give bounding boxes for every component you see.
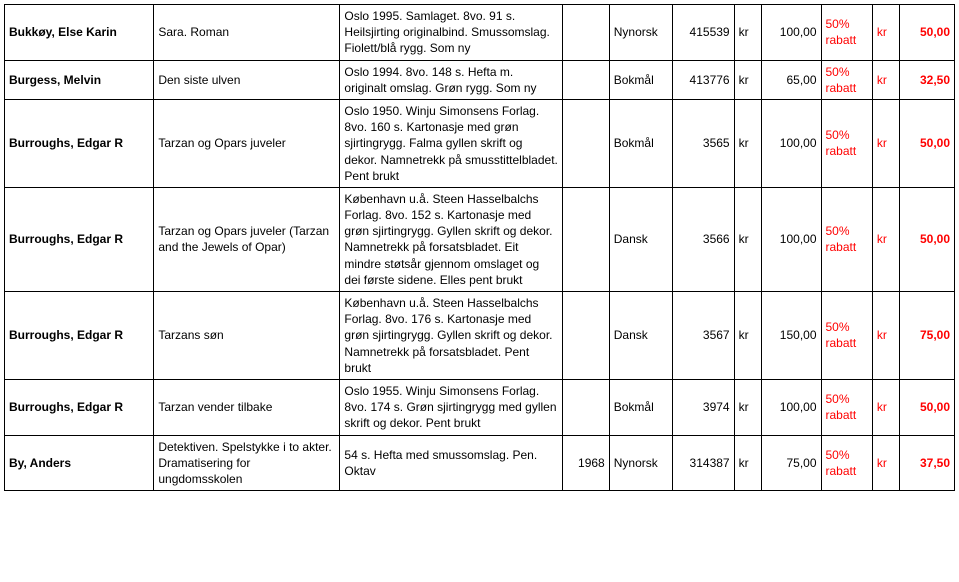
discount-cell: 50% rabatt (821, 435, 872, 491)
currency-cell: kr (872, 435, 899, 491)
id-cell: 3565 (673, 99, 734, 187)
price-cell: 100,00 (761, 187, 821, 291)
discount-cell: 50% rabatt (821, 5, 872, 61)
language-cell: Nynorsk (609, 435, 673, 491)
net-price-cell: 37,50 (899, 435, 954, 491)
id-cell: 3974 (673, 379, 734, 435)
author-cell: Bukkøy, Else Karin (5, 5, 154, 61)
description-cell: Oslo 1995. Samlaget. 8vo. 91 s. Heilsjir… (340, 5, 563, 61)
title-cell: Tarzan og Opars juveler (154, 99, 340, 187)
year-cell (563, 187, 610, 291)
currency-cell: kr (734, 379, 761, 435)
discount-cell: 50% rabatt (821, 292, 872, 380)
table-row: Burroughs, Edgar RTarzan og Opars juvele… (5, 187, 955, 291)
currency-cell: kr (872, 5, 899, 61)
currency-cell: kr (872, 292, 899, 380)
author-cell: Burroughs, Edgar R (5, 99, 154, 187)
discount-cell: 50% rabatt (821, 379, 872, 435)
author-cell: Burgess, Melvin (5, 60, 154, 99)
year-cell (563, 5, 610, 61)
year-cell (563, 379, 610, 435)
id-cell: 415539 (673, 5, 734, 61)
currency-cell: kr (734, 435, 761, 491)
book-listing-table: Bukkøy, Else KarinSara. RomanOslo 1995. … (4, 4, 955, 491)
title-cell: Tarzans søn (154, 292, 340, 380)
price-cell: 100,00 (761, 99, 821, 187)
description-cell: København u.å. Steen Hasselbalchs Forlag… (340, 292, 563, 380)
price-cell: 100,00 (761, 5, 821, 61)
net-price-cell: 50,00 (899, 5, 954, 61)
id-cell: 413776 (673, 60, 734, 99)
price-cell: 150,00 (761, 292, 821, 380)
description-cell: Oslo 1955. Winju Simonsens Forlag. 8vo. … (340, 379, 563, 435)
author-cell: Burroughs, Edgar R (5, 187, 154, 291)
description-cell: Oslo 1994. 8vo. 148 s. Hefta m. original… (340, 60, 563, 99)
language-cell: Dansk (609, 187, 673, 291)
currency-cell: kr (734, 5, 761, 61)
id-cell: 314387 (673, 435, 734, 491)
year-cell (563, 292, 610, 380)
currency-cell: kr (734, 60, 761, 99)
language-cell: Bokmål (609, 60, 673, 99)
net-price-cell: 50,00 (899, 99, 954, 187)
currency-cell: kr (734, 292, 761, 380)
net-price-cell: 32,50 (899, 60, 954, 99)
description-cell: Oslo 1950. Winju Simonsens Forlag. 8vo. … (340, 99, 563, 187)
table-row: Bukkøy, Else KarinSara. RomanOslo 1995. … (5, 5, 955, 61)
discount-cell: 50% rabatt (821, 187, 872, 291)
net-price-cell: 50,00 (899, 187, 954, 291)
currency-cell: kr (872, 379, 899, 435)
description-cell: 54 s. Hefta med smussomslag. Pen. Oktav (340, 435, 563, 491)
table-row: Burroughs, Edgar RTarzan vender tilbakeO… (5, 379, 955, 435)
currency-cell: kr (734, 99, 761, 187)
title-cell: Den siste ulven (154, 60, 340, 99)
year-cell: 1968 (563, 435, 610, 491)
table-row: By, AndersDetektiven. Spelstykke i to ak… (5, 435, 955, 491)
price-cell: 75,00 (761, 435, 821, 491)
table-row: Burgess, MelvinDen siste ulvenOslo 1994.… (5, 60, 955, 99)
table-row: Burroughs, Edgar RTarzan og Opars juvele… (5, 99, 955, 187)
language-cell: Bokmål (609, 379, 673, 435)
price-cell: 65,00 (761, 60, 821, 99)
id-cell: 3567 (673, 292, 734, 380)
title-cell: Detektiven. Spelstykke i to akter. Drama… (154, 435, 340, 491)
discount-cell: 50% rabatt (821, 99, 872, 187)
net-price-cell: 75,00 (899, 292, 954, 380)
year-cell (563, 60, 610, 99)
discount-cell: 50% rabatt (821, 60, 872, 99)
currency-cell: kr (872, 60, 899, 99)
author-cell: Burroughs, Edgar R (5, 379, 154, 435)
author-cell: Burroughs, Edgar R (5, 292, 154, 380)
currency-cell: kr (872, 99, 899, 187)
language-cell: Nynorsk (609, 5, 673, 61)
net-price-cell: 50,00 (899, 379, 954, 435)
currency-cell: kr (872, 187, 899, 291)
title-cell: Tarzan og Opars juveler (Tarzan and the … (154, 187, 340, 291)
language-cell: Dansk (609, 292, 673, 380)
author-cell: By, Anders (5, 435, 154, 491)
language-cell: Bokmål (609, 99, 673, 187)
year-cell (563, 99, 610, 187)
description-cell: København u.å. Steen Hasselbalchs Forlag… (340, 187, 563, 291)
id-cell: 3566 (673, 187, 734, 291)
currency-cell: kr (734, 187, 761, 291)
price-cell: 100,00 (761, 379, 821, 435)
table-row: Burroughs, Edgar RTarzans sønKøbenhavn u… (5, 292, 955, 380)
title-cell: Sara. Roman (154, 5, 340, 61)
title-cell: Tarzan vender tilbake (154, 379, 340, 435)
